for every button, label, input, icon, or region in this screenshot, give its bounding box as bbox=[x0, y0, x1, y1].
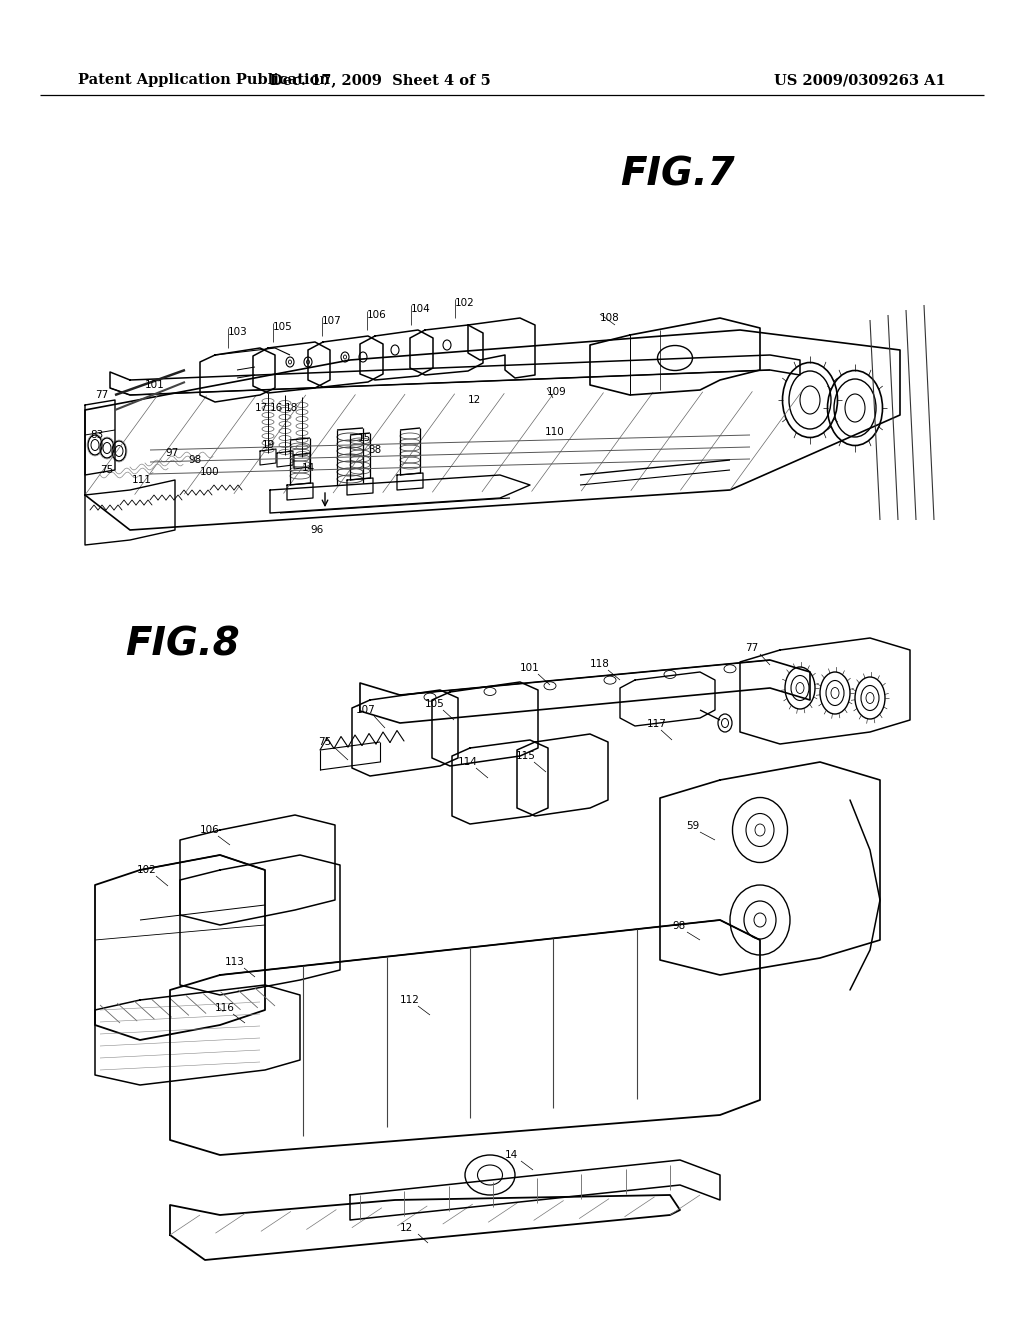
Text: 83: 83 bbox=[90, 430, 103, 440]
Text: 102: 102 bbox=[455, 298, 475, 308]
Text: 97: 97 bbox=[165, 447, 178, 458]
Text: 109: 109 bbox=[547, 387, 566, 397]
Text: 38: 38 bbox=[368, 445, 381, 455]
Text: 103: 103 bbox=[228, 327, 248, 337]
Text: 19: 19 bbox=[262, 440, 275, 450]
Text: 77: 77 bbox=[95, 389, 109, 400]
Text: 117: 117 bbox=[647, 719, 667, 729]
Text: 102: 102 bbox=[137, 865, 157, 875]
Text: Dec. 17, 2009  Sheet 4 of 5: Dec. 17, 2009 Sheet 4 of 5 bbox=[269, 73, 490, 87]
Text: 17: 17 bbox=[255, 403, 268, 413]
Text: 111: 111 bbox=[132, 475, 152, 484]
Text: 110: 110 bbox=[545, 426, 565, 437]
Text: 104: 104 bbox=[411, 304, 431, 314]
Text: 18: 18 bbox=[285, 403, 298, 413]
Text: 98: 98 bbox=[188, 455, 202, 465]
Text: 12: 12 bbox=[400, 1224, 414, 1233]
Text: 14: 14 bbox=[505, 1150, 518, 1160]
Text: Patent Application Publication: Patent Application Publication bbox=[78, 73, 330, 87]
Text: 107: 107 bbox=[322, 315, 342, 326]
Text: 77: 77 bbox=[745, 643, 758, 653]
Text: 101: 101 bbox=[145, 380, 165, 389]
Text: 14: 14 bbox=[302, 463, 315, 473]
Text: 75: 75 bbox=[318, 737, 331, 747]
Text: 16: 16 bbox=[270, 403, 284, 413]
Text: 113: 113 bbox=[225, 957, 245, 968]
Text: 100: 100 bbox=[200, 467, 219, 477]
Text: 108: 108 bbox=[600, 313, 620, 323]
Text: 15: 15 bbox=[358, 433, 372, 444]
Text: 59: 59 bbox=[686, 821, 699, 832]
Text: 105: 105 bbox=[425, 700, 444, 709]
Text: 98: 98 bbox=[672, 921, 685, 931]
Text: 101: 101 bbox=[520, 663, 540, 673]
Text: 116: 116 bbox=[215, 1003, 234, 1012]
Text: 115: 115 bbox=[516, 751, 536, 762]
Text: FIG.8: FIG.8 bbox=[125, 624, 240, 663]
Text: 112: 112 bbox=[400, 995, 420, 1005]
Text: US 2009/0309263 A1: US 2009/0309263 A1 bbox=[774, 73, 946, 87]
Text: 107: 107 bbox=[356, 705, 376, 715]
Text: 12: 12 bbox=[468, 395, 481, 405]
Text: 105: 105 bbox=[273, 322, 293, 333]
Text: 75: 75 bbox=[100, 465, 114, 475]
Text: 96: 96 bbox=[310, 525, 324, 535]
Text: 106: 106 bbox=[200, 825, 220, 836]
Text: 118: 118 bbox=[590, 659, 610, 669]
Text: FIG.7: FIG.7 bbox=[620, 154, 734, 193]
Text: 114: 114 bbox=[458, 756, 478, 767]
Text: 106: 106 bbox=[367, 310, 387, 319]
